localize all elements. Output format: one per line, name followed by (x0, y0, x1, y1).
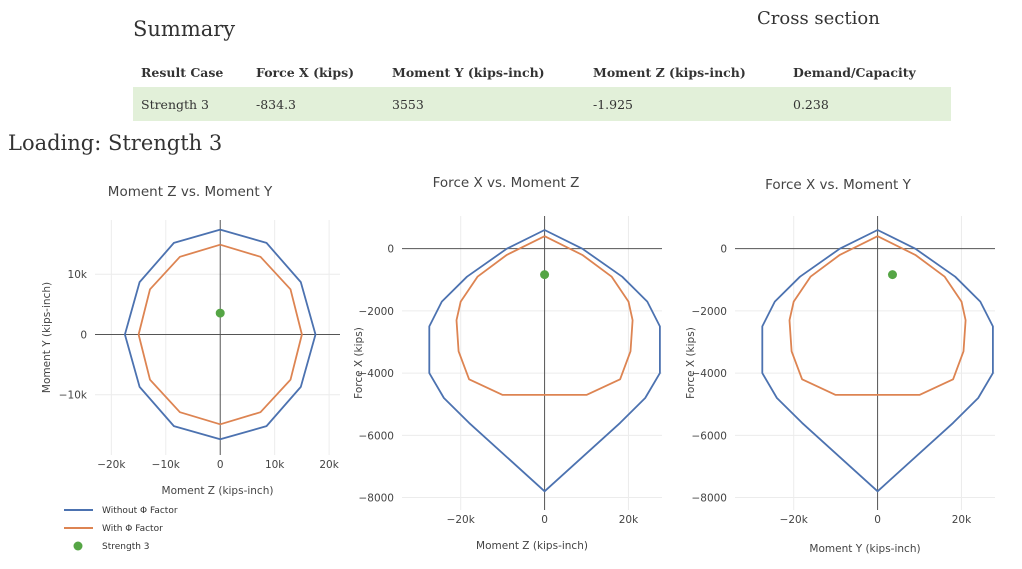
x-axis-label: Moment Z (kips-inch) (162, 485, 274, 497)
series-with-phi (455, 235, 634, 396)
x-tick-label: −20k (97, 459, 126, 471)
chart-title: Force X vs. Moment Y (765, 177, 911, 193)
y-axis-label: Force X (kips) (353, 327, 365, 399)
x-tick-label: −20k (780, 514, 809, 526)
column-header-demand-capacity: Demand/Capacity (793, 64, 916, 80)
legend-label: Strength 3 (102, 542, 150, 552)
legend-label: With Φ Factor (102, 524, 163, 534)
x-axis-label: Moment Y (kips-inch) (809, 543, 920, 555)
x-axis-label: Moment Z (kips-inch) (476, 540, 588, 552)
summary-table: Result Case Force X (kips) Moment Y (kip… (133, 57, 951, 121)
chart-2: −20k 0 20k −8000 −6000 −4000 −2000 0 Force X vs.… (353, 175, 662, 552)
strength-3-point (540, 270, 550, 280)
cell-force-x: -834.3 (248, 87, 384, 121)
x-tick-label: −10k (152, 459, 181, 471)
y-tick-label: −6000 (358, 430, 394, 442)
x-tick-label: 20k (952, 514, 972, 526)
series-without-phi (124, 228, 317, 441)
column-header-moment-z: Moment Z (kips-inch) (593, 64, 746, 80)
y-tick-label: 10k (68, 269, 88, 281)
summary-heading: Summary (133, 17, 236, 41)
chart-title: Moment Z vs. Moment Y (108, 184, 273, 200)
cross-section-heading: Cross section (757, 8, 880, 29)
cell-demand-capacity: 0.238 (785, 87, 951, 121)
column-header-result-case: Result Case (141, 64, 224, 80)
y-tick-label: 0 (720, 244, 727, 256)
x-tick-label: 20k (319, 459, 339, 471)
x-tick-label: 20k (619, 514, 639, 526)
column-header-moment-y: Moment Y (kips-inch) (392, 64, 545, 80)
y-tick-label: −6000 (691, 430, 727, 442)
y-tick-label: −4000 (358, 368, 394, 380)
cell-result-case: Strength 3 (133, 87, 248, 121)
series-without-phi (428, 229, 661, 493)
x-tick-label: 0 (217, 459, 224, 471)
chart-1: −20k −10k 0 10k 20k −10k 0 10k Moment Z vs. Mome… (41, 184, 340, 497)
legend-swatch-strength-3 (73, 541, 83, 551)
cell-moment-y: 3553 (384, 87, 585, 121)
chart-title: Force X vs. Moment Z (433, 175, 580, 191)
column-header-force-x: Force X (kips) (256, 64, 355, 80)
series-with-phi (788, 235, 967, 396)
series-with-phi (137, 243, 303, 426)
y-tick-label: −8000 (691, 493, 727, 505)
legend-label: Without Φ Factor (102, 506, 178, 516)
series-without-phi (761, 229, 994, 493)
y-tick-label: −10k (59, 390, 88, 402)
strength-3-point (887, 270, 897, 280)
y-tick-label: −4000 (691, 368, 727, 380)
y-tick-label: 0 (387, 244, 394, 256)
x-tick-label: 0 (541, 514, 548, 526)
legend: Without Φ Factor With Φ Factor Strength 3 (64, 506, 178, 552)
y-tick-label: −2000 (691, 306, 727, 318)
y-tick-label: −8000 (358, 493, 394, 505)
chart-3: −20k 0 20k −8000 −6000 −4000 −2000 0 Force X vs.… (685, 177, 995, 555)
y-axis-label: Moment Y (kips-inch) (41, 282, 53, 393)
y-axis-label: Force X (kips) (685, 327, 697, 399)
x-tick-label: 0 (874, 514, 881, 526)
strength-3-point (215, 308, 225, 318)
cell-moment-z: -1.925 (585, 87, 785, 121)
x-tick-label: 10k (265, 459, 285, 471)
x-tick-label: −20k (447, 514, 476, 526)
summary-header-row: Result Case Force X (kips) Moment Y (kip… (133, 57, 951, 87)
table-row: Strength 3 -834.3 3553 -1.925 0.238 (133, 87, 951, 121)
y-tick-label: 0 (80, 329, 87, 341)
loading-heading: Loading: Strength 3 (8, 131, 223, 155)
y-tick-label: −2000 (358, 306, 394, 318)
